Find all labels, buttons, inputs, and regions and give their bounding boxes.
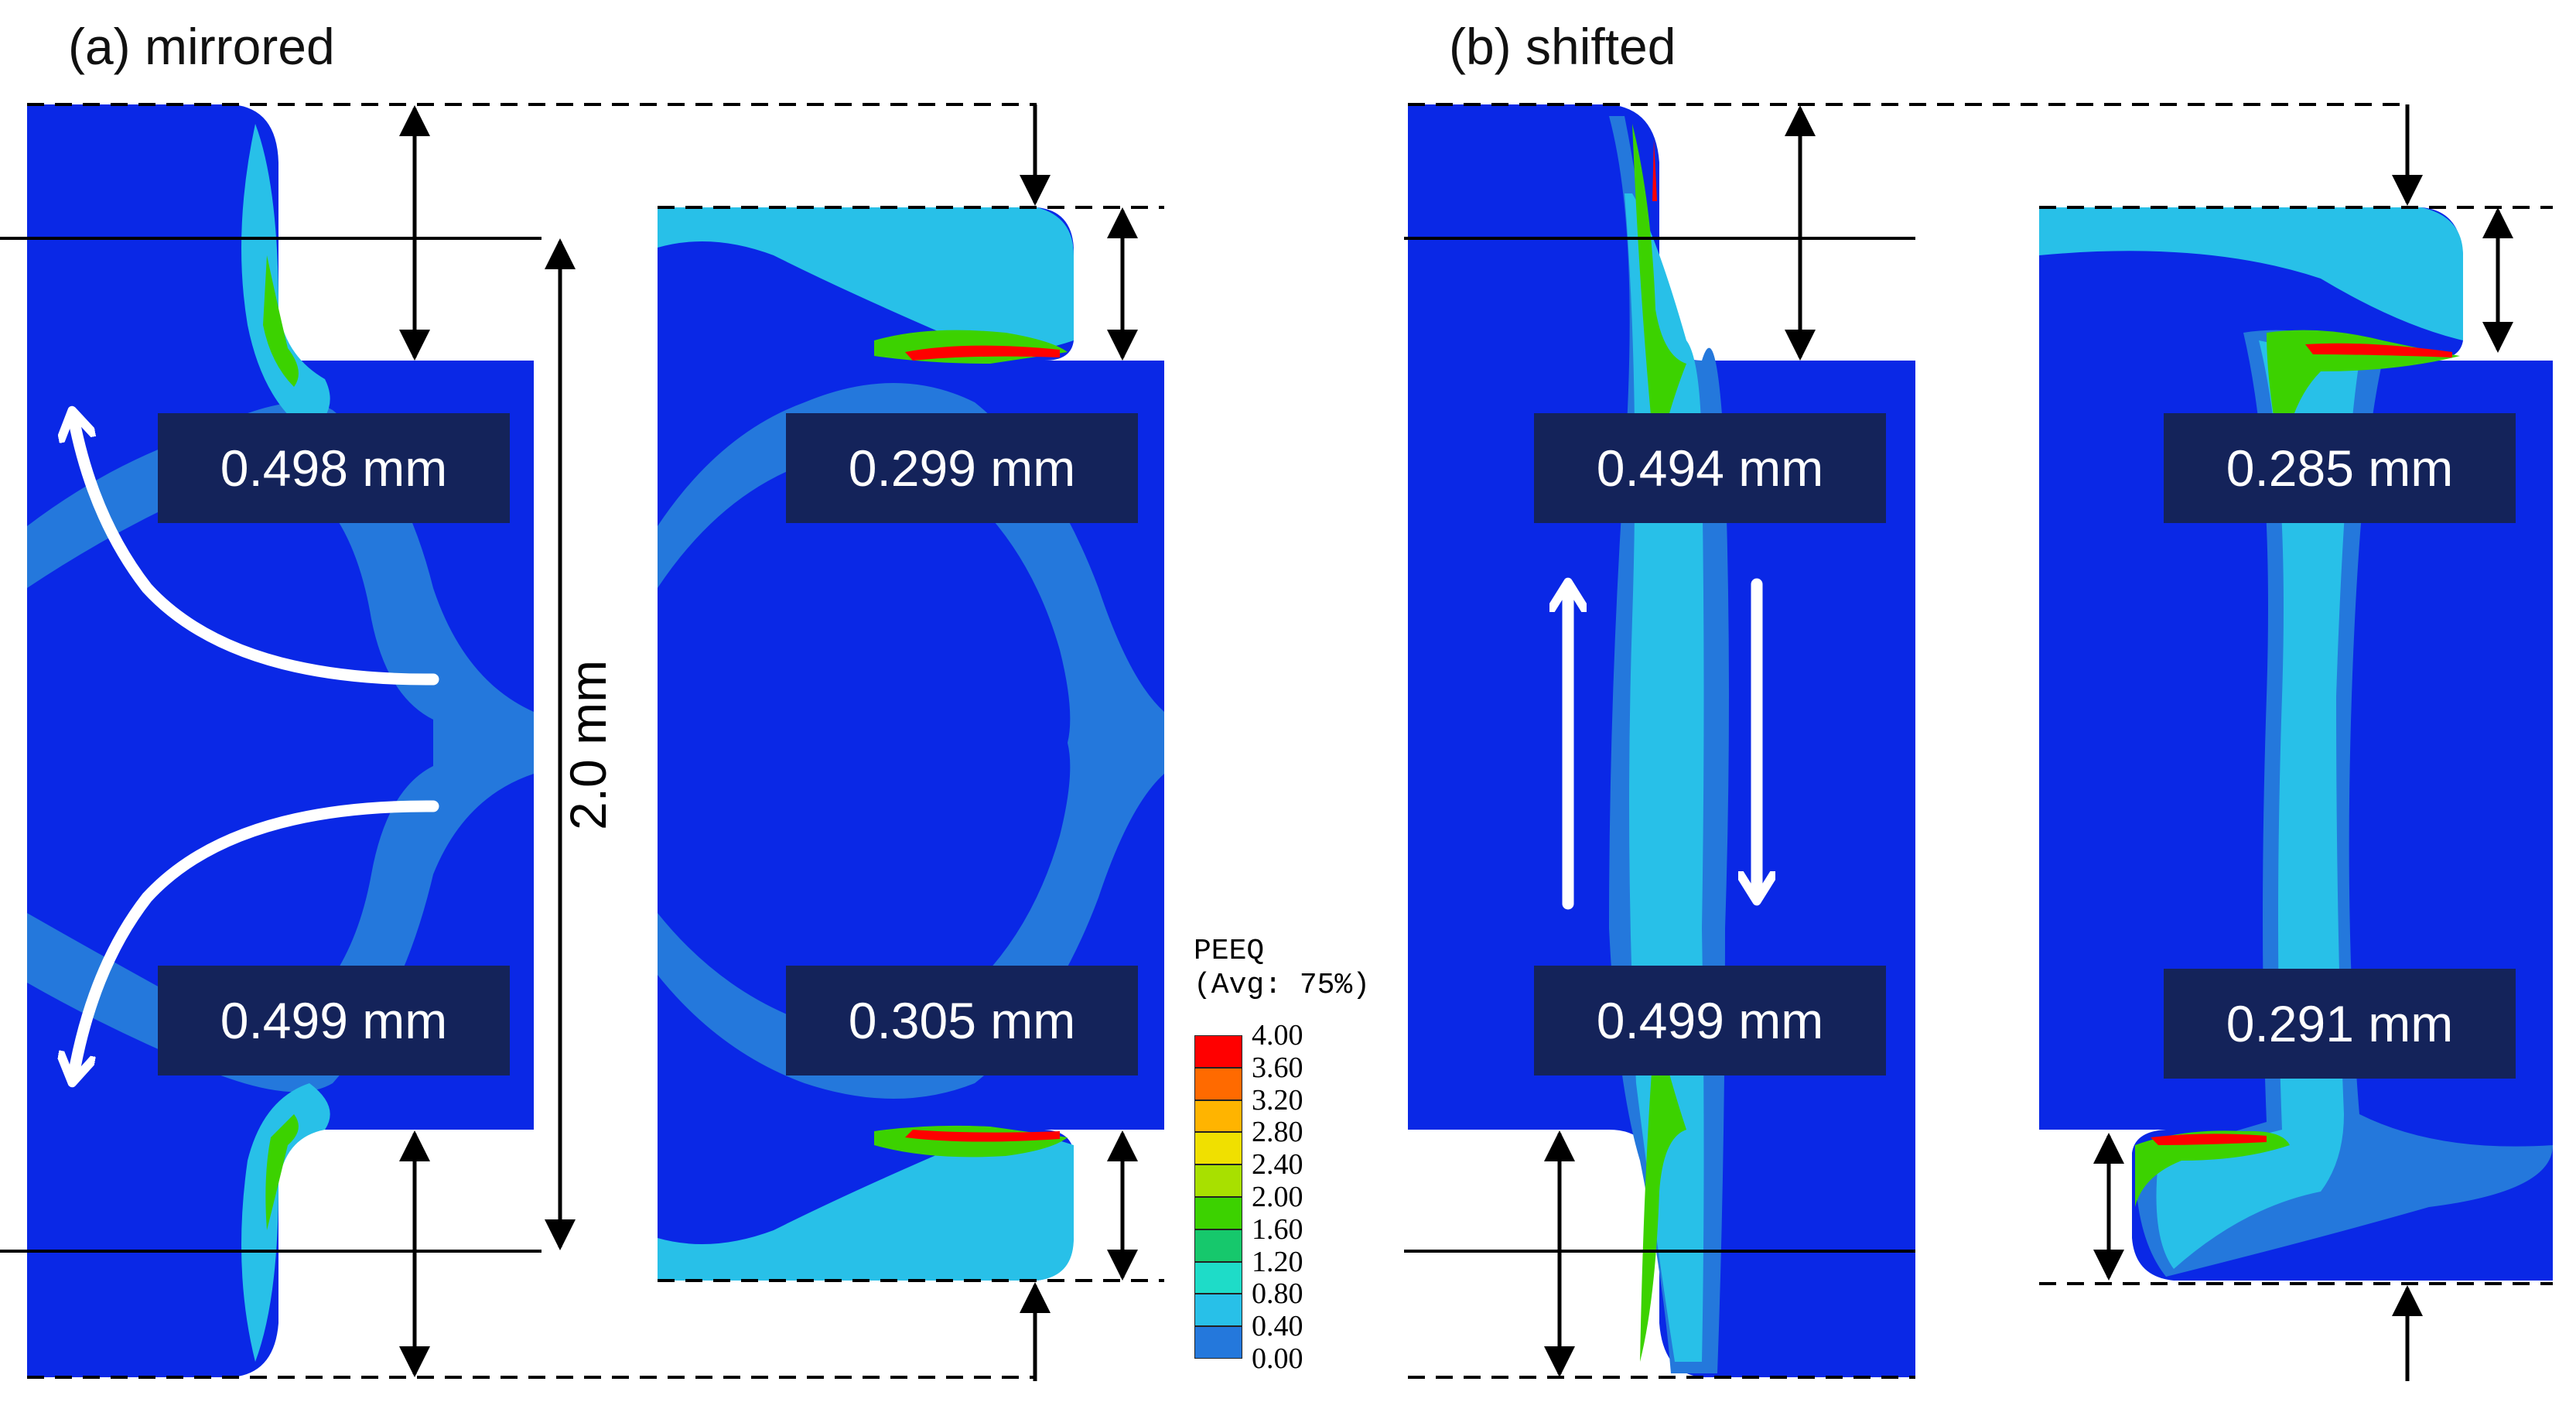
a-left-bot-hot [241, 1083, 330, 1362]
b-right-band-outer [2135, 330, 2553, 1277]
a-right-band-top [658, 207, 1074, 352]
curved-arrow-down-icon [73, 800, 439, 1075]
a-right-top-red [905, 345, 1060, 361]
legend-title-line1: PEEQ [1194, 935, 1265, 968]
legend-value: 4.00 [1252, 1019, 1303, 1052]
legend-swatch [1194, 1294, 1242, 1327]
legend-swatch [1194, 1035, 1242, 1068]
measure-label-a-left-top: 0.498 mm [158, 413, 510, 523]
dimension-arrows [399, 104, 2513, 1381]
flow-arrows [73, 418, 1757, 1075]
legend-title: PEEQ (Avg: 75%) [1194, 935, 1370, 1003]
a-left-band [27, 402, 534, 1093]
a-left-top-hot [241, 124, 330, 433]
legend-swatch [1194, 1326, 1242, 1359]
legend-swatch [1194, 1261, 1242, 1294]
curved-arrow-up-icon [73, 418, 439, 686]
a-right-band-mid [658, 383, 1164, 1099]
b-right-red-bot [2151, 1134, 2267, 1145]
legend-swatch [1194, 1099, 1242, 1133]
legend-value: 1.60 [1252, 1212, 1303, 1246]
panel-a-right-specimen [658, 207, 1164, 1281]
b-right-green-bot [2135, 1130, 2290, 1207]
dimension-label-2mm: 2.0 mm [559, 659, 617, 830]
b-left-green-bot [1640, 1021, 1686, 1362]
legend-value: 2.40 [1252, 1148, 1303, 1181]
measure-label-b-left-top: 0.494 mm [1534, 413, 1886, 523]
legend-value: 0.00 [1252, 1342, 1303, 1375]
a-left-bot-green [265, 1114, 299, 1230]
reference-lines [0, 237, 1915, 1253]
legend-swatch [1194, 1067, 1242, 1100]
b-right-band-top [2039, 207, 2463, 340]
a-right-band-bot [658, 1134, 1074, 1281]
a-right-bot-red [905, 1130, 1060, 1142]
legend-title-line2: (Avg: 75%) [1194, 969, 1371, 1002]
b-left-red [1652, 139, 1657, 201]
legend-value: 0.40 [1252, 1310, 1303, 1343]
legend-value: 2.80 [1252, 1116, 1303, 1149]
b-left-green-top [1632, 124, 1686, 464]
measure-label-b-right-bottom: 0.291 mm [2164, 969, 2516, 1079]
b-right-red-top [2305, 343, 2452, 357]
measure-label-a-right-bottom: 0.305 mm [786, 966, 1138, 1075]
measure-label-b-left-bottom: 0.499 mm [1534, 966, 1886, 1075]
legend-swatch [1194, 1197, 1242, 1229]
dashed-lines [27, 103, 2553, 1379]
legend-value: 1.20 [1252, 1245, 1303, 1278]
b-right-green-top [2267, 330, 2460, 464]
panel-b-title: (b) shifted [1449, 18, 1676, 75]
a-left-top-green [263, 255, 299, 387]
measure-label-a-left-bottom: 0.499 mm [158, 966, 510, 1075]
legend-swatch [1194, 1132, 1242, 1165]
panel-a-left-specimen [27, 104, 534, 1377]
legend-swatch [1194, 1164, 1242, 1197]
legend-swatch [1194, 1229, 1242, 1262]
legend-value: 3.20 [1252, 1083, 1303, 1117]
measure-label-a-right-top: 0.299 mm [786, 413, 1138, 523]
panel-a-title: (a) mirrored [68, 18, 335, 75]
panel-b-left-specimen [1408, 104, 1915, 1377]
legend-value: 3.60 [1252, 1051, 1303, 1084]
legend-value: 2.00 [1252, 1181, 1303, 1213]
legend-value: 0.80 [1252, 1277, 1303, 1311]
measure-label-b-right-top: 0.285 mm [2164, 413, 2516, 523]
panel-b-right-specimen [2039, 207, 2553, 1281]
